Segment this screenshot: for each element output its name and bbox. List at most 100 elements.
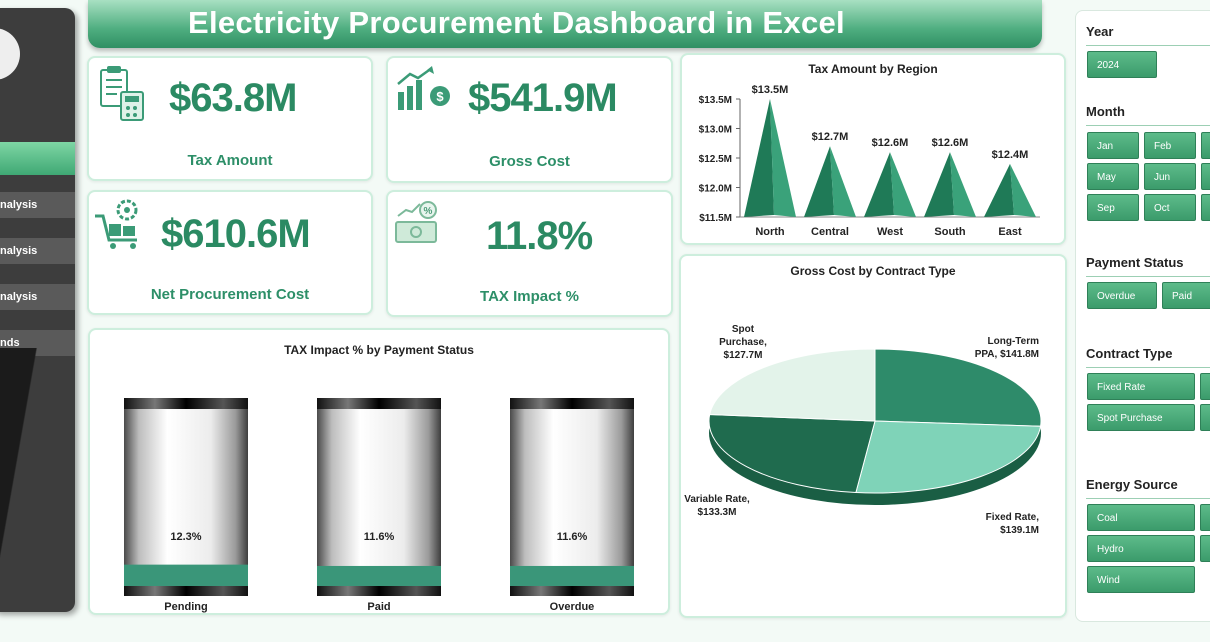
calculator-icon [100,66,144,121]
pie-slice [709,348,876,422]
data-label: 12.3% [170,531,201,543]
money-percent-icon: % [395,201,437,243]
bar-fill [124,564,248,588]
slicer-option[interactable]: Overdue [1087,282,1157,309]
sidebar: nalysis nalysis nalysis nds [0,8,75,612]
slicer-option[interactable]: 2024 [1087,51,1157,78]
x-tick-label: South [934,226,965,238]
data-label: $13.5M [752,84,789,96]
slicer-option-partial[interactable] [1200,504,1210,531]
divider [1086,45,1210,46]
chart-tax-by-region: Tax Amount by Region $11.5M $12.0M $12.5M $… [680,53,1066,245]
bar-pyramid-right [1010,163,1036,217]
svg-text:$: $ [436,89,444,104]
kpi-label: Tax Amount [187,152,273,169]
slicer-option[interactable]: May [1087,163,1139,190]
slicer-option[interactable]: Fixed Rate [1087,373,1195,400]
kpi-value: $63.8M [169,76,297,120]
slicer-option[interactable]: Sep [1087,194,1139,221]
region-chart-plot: $11.5M $12.0M $12.5M $13.0M $13.5M $13.5M Nort… [699,84,1040,238]
slicer-option[interactable]: Oct [1144,194,1196,221]
contract-pie-plot: Long-Term PPA, $141.8M Fixed Rate, $139.1M V… [684,324,1042,536]
chart-gross-by-contract: Gross Cost by Contract Type Long-Term PPA… [679,254,1067,618]
page-title: Electricity Procurement Dashboard in Exc… [88,0,1042,48]
x-tick-label: East [998,226,1022,238]
kpi-label: Net Procurement Cost [150,286,310,303]
logo [0,28,20,80]
x-tick-label: North [755,226,785,238]
slicer-option-partial[interactable] [1201,132,1210,159]
bar-pyramid-left [984,163,1014,217]
cart-gear-icon [95,199,138,249]
slicer-title-energy: Energy Source [1086,477,1178,492]
sidebar-item-2[interactable]: nalysis [0,238,75,264]
divider [1086,498,1210,499]
bar-pyramid-right [890,152,916,217]
divider [1086,276,1210,277]
pie-slice [708,414,876,494]
sidebar-item-1[interactable]: nalysis [0,192,75,218]
slicer-option[interactable]: Paid [1162,282,1210,309]
bar-pyramid-right [950,152,976,217]
slicer-option[interactable]: Hydro [1087,535,1195,562]
sidebar-item-active[interactable] [0,142,75,175]
slicer-option-partial[interactable] [1200,535,1210,562]
divider [1086,367,1210,368]
slicer-option-partial[interactable] [1201,163,1210,190]
data-label: $12.6M [932,137,969,149]
cylinder-body [510,398,634,588]
kpi-label: TAX Impact % [480,288,579,305]
sidebar-item-3[interactable]: nalysis [0,284,75,310]
slice-label: Fixed Rate, $139.1M [986,512,1040,536]
cylinder-body [124,398,248,588]
data-label: $12.6M [872,137,909,149]
slicer-option[interactable]: Wind [1087,566,1195,593]
bar-fill [317,565,441,588]
kpi-card-gross-cost: $ $541.9M Gross Cost [386,56,673,183]
cylinder-top [124,398,248,409]
divider [1086,125,1210,126]
bar-pyramid-left [864,152,894,217]
slicer-panel: Year 2024 Month Jan Feb May Jun Sep Oct … [1075,10,1210,622]
slicer-option[interactable]: Coal [1087,504,1195,531]
sidebar-decoration [0,348,75,612]
kpi-value: $610.6M [161,212,311,256]
chart-title: TAX Impact % by Payment Status [284,343,474,357]
y-tick-label: $13.0M [699,125,732,136]
slicer-title-payment: Payment Status [1086,255,1184,270]
slicer-title-contract: Contract Type [1086,346,1173,361]
kpi-card-tax-impact: % 11.8% TAX Impact % [386,190,673,317]
slicer-option-partial[interactable] [1200,404,1210,431]
chart-tax-by-status: TAX Impact % by Payment Status 12.3% Pend… [88,328,670,615]
slicer-title-month: Month [1086,104,1125,119]
data-label: 11.6% [364,531,395,543]
bar-pyramid-left [744,99,774,217]
slicer-option[interactable]: Jun [1144,163,1196,190]
y-tick-label: $12.5M [699,154,732,165]
kpi-value: 11.8% [486,214,593,258]
cylinder-top [510,398,634,409]
slice-label: Spot Purchase, $127.7M [719,324,767,361]
chart-title: Tax Amount by Region [808,62,938,76]
slicer-option[interactable]: Feb [1144,132,1196,159]
x-tick-label: Overdue [550,601,595,613]
slicer-option-partial[interactable] [1200,373,1210,400]
growth-chart-icon: $ [397,66,450,110]
slicer-option[interactable]: Spot Purchase [1087,404,1195,431]
x-tick-label: Central [811,226,849,238]
bar-pyramid-left [924,152,954,217]
cylinder-base [124,586,248,596]
kpi-card-net-procurement: $610.6M Net Procurement Cost [87,190,373,315]
status-chart-plot: 12.3% Pending 11.6% Paid 11.6% Overdue [124,398,634,613]
slice-label: Variable Rate, $133.3M [684,494,750,518]
pie-slice [855,420,1042,494]
kpi-card-tax-amount: $63.8M Tax Amount [87,56,373,181]
kpi-label: Gross Cost [489,153,570,170]
slicer-option-partial[interactable] [1201,194,1210,221]
slicer-option[interactable]: Jan [1087,132,1139,159]
cylinder-base [317,586,441,596]
data-label: 11.6% [557,531,588,543]
bar-pyramid-right [830,146,856,217]
bar-pyramid-left [804,146,834,217]
slice-label: Long-Term PPA, $141.8M [975,336,1039,360]
